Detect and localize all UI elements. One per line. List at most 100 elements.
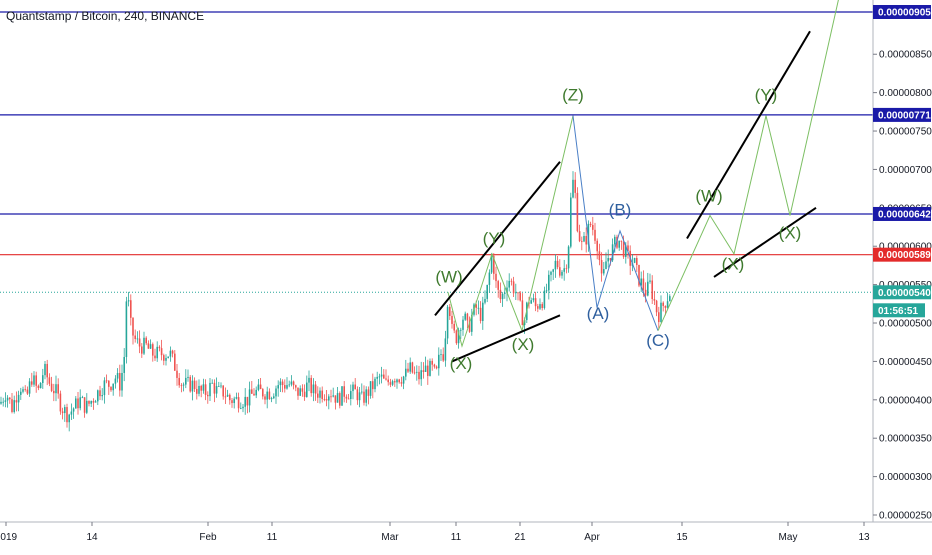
candle-body [475, 304, 477, 308]
candle-body [317, 393, 319, 398]
candle-body [277, 385, 279, 389]
candle-body [541, 304, 543, 308]
candle-body [35, 375, 37, 386]
candle-body [94, 401, 97, 403]
wave-label: (A) [587, 304, 610, 323]
candle-body [295, 385, 297, 388]
candle-body [156, 346, 158, 359]
price-tag-bg [873, 206, 931, 221]
candle-body [165, 357, 167, 361]
y-tick-label: 0.00000250 [879, 511, 932, 522]
candle-body [530, 300, 532, 304]
candle-body [534, 298, 537, 307]
candle-body [209, 382, 211, 397]
price-axis[interactable]: 0.00000250 0.00000300 0.00000350 0.00000400… [872, 0, 932, 550]
candle-body [585, 235, 587, 245]
candle-body [20, 391, 22, 395]
candle-body [449, 306, 451, 316]
candle-body [563, 268, 565, 272]
candle-body [44, 363, 46, 376]
candle-body [380, 374, 383, 377]
candle-body [77, 398, 79, 409]
candle-body [589, 223, 592, 226]
candle-body [61, 411, 64, 414]
candle-body [105, 380, 108, 382]
trend-line[interactable] [451, 314, 561, 363]
candle-body [180, 385, 183, 387]
candle-body [198, 385, 200, 394]
candle-body [625, 245, 627, 257]
candle-body [215, 386, 218, 394]
candle-body [259, 384, 262, 390]
candle-body [273, 396, 275, 399]
candle-body [178, 377, 180, 386]
candle-body [321, 390, 323, 400]
candle-body [182, 384, 185, 386]
candle-body [565, 268, 568, 270]
y-tick-label: 0.00000450 [879, 357, 932, 368]
candle-body [114, 378, 117, 384]
price-tag-label: 0.00000642 [878, 209, 931, 220]
candle-body [270, 398, 273, 400]
candle-body [413, 372, 416, 374]
candle-body [350, 391, 352, 400]
candle-body [576, 192, 579, 232]
candle-body [611, 244, 614, 261]
candle-body [499, 289, 502, 300]
candle-body [583, 235, 585, 242]
candle-body [57, 384, 59, 394]
countdown-bg [873, 303, 925, 318]
candle-body [372, 381, 374, 390]
candle-body [138, 338, 141, 347]
candle-body [539, 304, 541, 309]
candle-body [306, 382, 308, 397]
candle-body [66, 407, 68, 423]
candle-body [130, 300, 132, 318]
candle-body [666, 301, 669, 308]
candle-body [284, 385, 286, 389]
candle-body [211, 382, 213, 384]
candle-body [433, 364, 436, 367]
candle-body [506, 287, 508, 293]
wave-path[interactable] [572, 115, 659, 331]
wave-path[interactable] [657, 0, 840, 331]
candle-body [644, 289, 647, 296]
x-tick-label: Apr [584, 532, 600, 543]
candle-body [22, 389, 24, 392]
candle-body [116, 372, 119, 379]
trend-line[interactable] [686, 30, 811, 240]
price-tag-bg [873, 107, 931, 122]
candle-body [169, 350, 172, 357]
trend-line[interactable] [434, 161, 561, 316]
price-tag-bg [873, 285, 931, 300]
y-tick-label: 0.00000600 [879, 242, 932, 253]
candle-body [141, 346, 143, 354]
candle-body [396, 379, 398, 383]
candle-body [251, 389, 253, 394]
x-tick-label: 21 [514, 532, 526, 543]
candle-body [262, 389, 264, 397]
candle-body [266, 391, 268, 400]
candle-body [24, 389, 26, 391]
candle-body [220, 385, 222, 387]
wave-label: (X) [722, 254, 745, 273]
candle-body [42, 375, 44, 383]
candle-body [275, 388, 277, 397]
candle-body [244, 396, 246, 407]
y-tick-label: 0.00000800 [879, 88, 932, 99]
wave-path[interactable] [447, 115, 574, 348]
candle-body [407, 368, 409, 372]
time-axis[interactable]: 2019 14 Feb 11 Mar 11 21 Apr 15 May 13 [0, 521, 932, 543]
candle-body [101, 395, 103, 397]
trend-line[interactable] [713, 206, 817, 278]
wave-label: (Y) [483, 229, 506, 248]
candle-body [4, 400, 7, 402]
candle-body [669, 296, 671, 302]
candle-body [400, 382, 403, 384]
candle-body [664, 305, 667, 308]
candle-body [438, 354, 440, 369]
candle-body [325, 399, 328, 401]
candle-body [361, 391, 363, 393]
